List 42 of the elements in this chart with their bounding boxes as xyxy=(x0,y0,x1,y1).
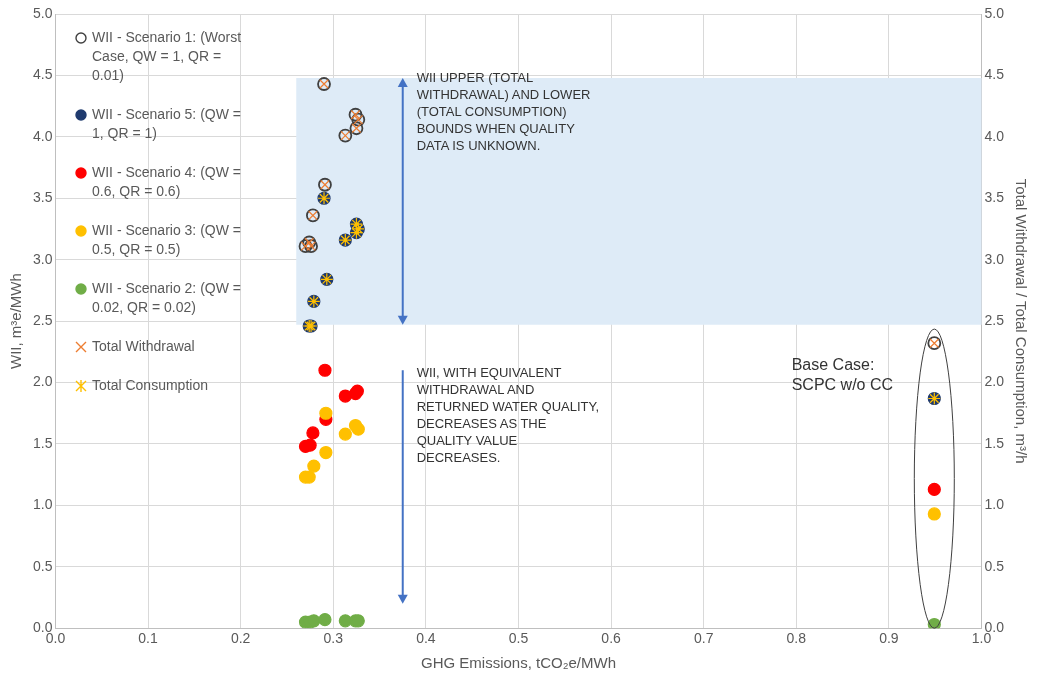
y2-tick-label: 1.0 xyxy=(984,496,1005,513)
annotation: WII UPPER (TOTAL WITHDRAWAL) AND LOWER (TOTAL CONSUMPTION) BOUNDS WHEN QUALITY DATA IS UNKNOWN. xyxy=(416,69,592,155)
x-tick-label: 0.3 xyxy=(323,630,344,647)
legend-label: WII - Scenario 2: (QW = 0.02, QR = 0.02) xyxy=(92,279,242,317)
y2-tick-label: 4.0 xyxy=(984,127,1005,144)
x-tick-label: 0.1 xyxy=(138,630,159,647)
y2-tick-label: 2.0 xyxy=(984,373,1005,390)
legend-label: Total Consumption xyxy=(92,376,208,395)
y-tick-label: 3.5 xyxy=(32,189,53,206)
x-tick-label: 0.7 xyxy=(693,630,714,647)
x-tick-label: 0.4 xyxy=(416,630,436,647)
y-tick-label: 5.0 xyxy=(32,4,53,21)
y2-tick-label: 0.5 xyxy=(984,557,1005,574)
y-tick-label: 1.0 xyxy=(32,496,53,513)
x-tick-label: 0.8 xyxy=(786,630,807,647)
y2-tick-label: 5.0 xyxy=(984,4,1005,21)
x-tick-label: 0.2 xyxy=(230,630,251,647)
x-tick-label: 0.9 xyxy=(879,630,899,647)
x-tick-label: 0.6 xyxy=(601,630,622,647)
y-tick-label: 1.5 xyxy=(32,434,53,451)
annotation: Base Case: SCPC w/o CC xyxy=(791,354,895,395)
y2-tick-label: 2.5 xyxy=(984,311,1005,328)
y-tick-label: 2.0 xyxy=(32,373,53,390)
x-tick-label: 0.5 xyxy=(508,630,529,647)
legend-label: Total Withdrawal xyxy=(92,337,195,356)
legend-label: WII - Scenario 1: (Worst Case, QW = 1, QR = 0.01) xyxy=(92,28,243,85)
y2-tick-label: 3.0 xyxy=(984,250,1005,267)
y-tick-label: 4.5 xyxy=(32,66,53,83)
annotation: WII, WITH EQUIVALENT WITHDRAWAL AND RETURNED WATER QUALITY, DECREASES AS THE QUALITY VALUE DECREASES. xyxy=(416,364,601,467)
y2-tick-label: 1.5 xyxy=(984,434,1005,451)
y-tick-label: 4.0 xyxy=(32,127,53,144)
y-tick-label: 2.5 xyxy=(32,311,53,328)
legend-label: WII - Scenario 5: (QW = 1, QR = 1) xyxy=(92,105,242,143)
y-axis-title: WII, m³e/MWh xyxy=(7,273,25,370)
y-tick-label: 3.0 xyxy=(32,250,53,267)
legend-label: WII - Scenario 4: (QW = 0.6, QR = 0.6) xyxy=(92,163,242,201)
legend-label: WII - Scenario 3: (QW = 0.5, QR = 0.5) xyxy=(92,221,242,259)
y2-tick-label: 4.5 xyxy=(984,66,1005,83)
y2-axis-title: Total Withdrawal / Total Consumption, m³/h xyxy=(1012,178,1030,464)
y-tick-label: 0.5 xyxy=(32,557,53,574)
y2-tick-label: 3.5 xyxy=(984,189,1005,206)
x-axis-title: GHG Emissions, tCO₂e/MWh xyxy=(420,654,617,672)
